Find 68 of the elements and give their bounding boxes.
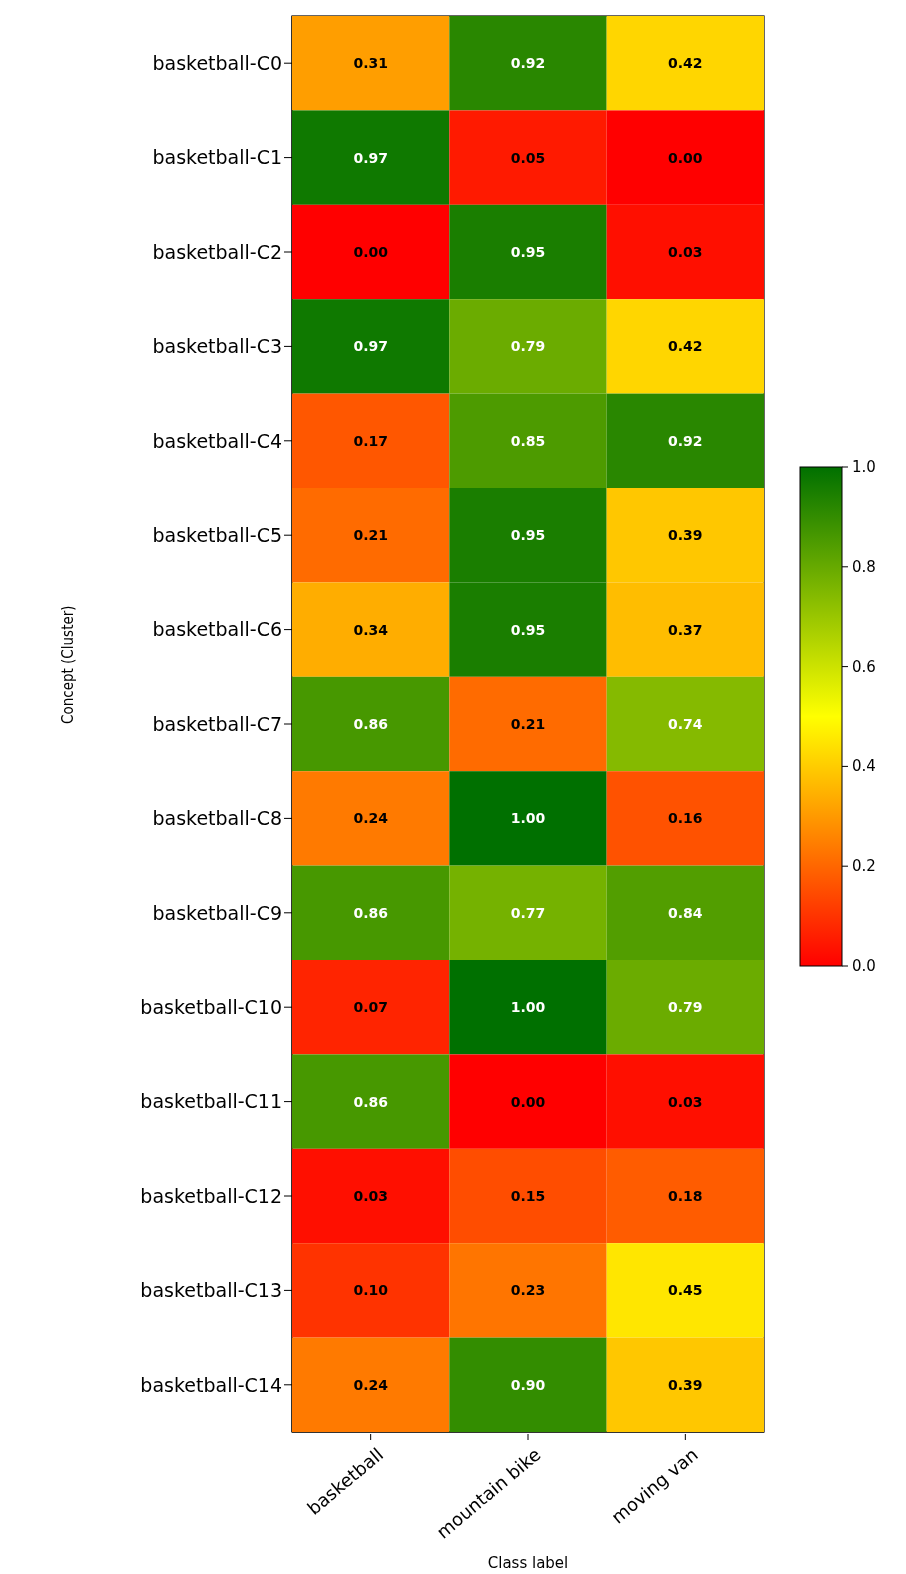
data-label: 0.00 bbox=[353, 244, 389, 260]
y-tick-label: basketball-C0 bbox=[152, 51, 282, 74]
data-label: 0.97 bbox=[353, 338, 388, 355]
color-bar-label: 0.0 bbox=[852, 957, 876, 975]
data-label: 0.23 bbox=[510, 1282, 546, 1299]
data-label: 0.90 bbox=[510, 1376, 546, 1393]
data-label: 0.86 bbox=[353, 716, 388, 732]
y-axis-title: Concept (Cluster) bbox=[59, 605, 78, 724]
data-label: 0.18 bbox=[668, 1188, 703, 1204]
data-label: 0.05 bbox=[510, 149, 546, 166]
data-label: 0.77 bbox=[510, 904, 546, 921]
x-axis-title: Class label bbox=[487, 1554, 569, 1572]
data-label: 0.21 bbox=[353, 527, 388, 544]
data-label: 0.92 bbox=[668, 432, 703, 449]
color-bar-label: 0.2 bbox=[852, 857, 876, 876]
data-label: 0.16 bbox=[668, 810, 703, 827]
data-label: 0.15 bbox=[510, 1188, 546, 1204]
color-bar-label: 1.0 bbox=[852, 458, 876, 476]
color-bar-label: 0.8 bbox=[852, 557, 876, 576]
data-label: 0.74 bbox=[668, 716, 703, 732]
data-label: 0.10 bbox=[353, 1282, 389, 1299]
data-label: 0.17 bbox=[353, 432, 388, 449]
data-label: 1.00 bbox=[510, 999, 546, 1016]
y-tick-label: basketball-C9 bbox=[152, 901, 282, 924]
y-tick-label: basketball-C6 bbox=[152, 618, 282, 641]
data-label: 0.39 bbox=[668, 527, 703, 544]
data-label: 0.24 bbox=[353, 1376, 389, 1393]
y-tick-label: basketball-C13 bbox=[140, 1279, 282, 1302]
data-label: 0.95 bbox=[510, 244, 546, 260]
y-tick-label: basketball-C5 bbox=[152, 523, 282, 546]
data-label: 1.00 bbox=[510, 810, 546, 827]
color-bar-label: 0.6 bbox=[852, 657, 876, 676]
y-tick-label: basketball-C11 bbox=[140, 1090, 282, 1113]
data-label: 0.86 bbox=[353, 904, 388, 921]
data-label: 0.07 bbox=[353, 999, 388, 1016]
data-label: 0.03 bbox=[353, 1188, 388, 1204]
data-label: 0.79 bbox=[668, 999, 703, 1016]
data-label: 0.92 bbox=[510, 55, 546, 72]
data-label: 0.00 bbox=[668, 149, 703, 166]
y-tick-label: basketball-C3 bbox=[152, 335, 282, 358]
data-label: 0.85 bbox=[510, 432, 546, 449]
data-label: 0.84 bbox=[668, 904, 703, 921]
data-label: 0.39 bbox=[668, 1376, 703, 1393]
y-tick-label: basketball-C4 bbox=[152, 429, 282, 452]
data-label: 0.34 bbox=[353, 621, 389, 638]
y-tick-label: basketball-C14 bbox=[140, 1373, 282, 1396]
data-label: 0.37 bbox=[668, 621, 703, 638]
y-tick-label: basketball-C7 bbox=[152, 712, 282, 735]
data-label: 0.42 bbox=[668, 338, 703, 355]
data-label: 0.24 bbox=[353, 810, 389, 827]
y-tick-label: basketball-C12 bbox=[140, 1184, 282, 1207]
data-label: 0.21 bbox=[510, 716, 546, 732]
data-label: 0.45 bbox=[668, 1282, 703, 1299]
color-bar-label: 0.4 bbox=[852, 757, 876, 776]
data-label: 0.31 bbox=[353, 55, 388, 72]
data-label: 0.79 bbox=[510, 338, 546, 355]
y-tick-label: basketball-C8 bbox=[152, 807, 282, 830]
data-label: 0.00 bbox=[510, 1093, 546, 1110]
y-tick-label: basketball-C2 bbox=[152, 240, 282, 263]
y-tick-label: basketball-C10 bbox=[140, 995, 282, 1018]
y-tick-label: basketball-C1 bbox=[152, 146, 282, 169]
data-label: 0.97 bbox=[353, 149, 388, 166]
data-label: 0.03 bbox=[668, 244, 703, 260]
data-label: 0.95 bbox=[510, 621, 546, 638]
data-label: 0.03 bbox=[668, 1093, 703, 1110]
data-label: 0.86 bbox=[353, 1093, 388, 1110]
data-label: 0.42 bbox=[668, 55, 703, 72]
data-label: 0.95 bbox=[510, 527, 546, 544]
